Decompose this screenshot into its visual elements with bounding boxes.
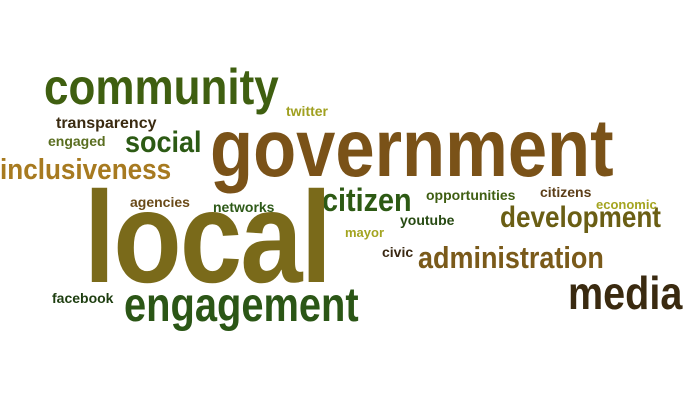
word-media: media xyxy=(568,267,683,319)
word-engagement: engagement xyxy=(124,279,359,332)
word-administration: administration xyxy=(418,240,604,275)
word-agencies: agencies xyxy=(130,194,190,210)
word-transparency: transparency xyxy=(56,115,157,132)
word-civic: civic xyxy=(382,244,414,260)
word-development: development xyxy=(500,201,661,234)
word-local: local xyxy=(84,164,332,310)
word-facebook: facebook xyxy=(52,290,114,306)
word-opportunities: opportunities xyxy=(426,187,516,203)
word-engaged: engaged xyxy=(48,133,106,149)
word-networks: networks xyxy=(213,199,275,215)
word-economic: economic xyxy=(596,197,657,212)
word-youtube: youtube xyxy=(400,212,455,228)
word-citizens: citizens xyxy=(540,184,592,200)
word-community: community xyxy=(44,59,279,115)
word-inclusiveness: inclusiveness xyxy=(0,154,172,186)
word-government: government xyxy=(210,103,614,194)
word-twitter: twitter xyxy=(286,103,328,119)
word-social: social xyxy=(125,126,202,159)
word-mayor: mayor xyxy=(345,225,385,240)
word-citizen: citizen xyxy=(322,182,412,218)
